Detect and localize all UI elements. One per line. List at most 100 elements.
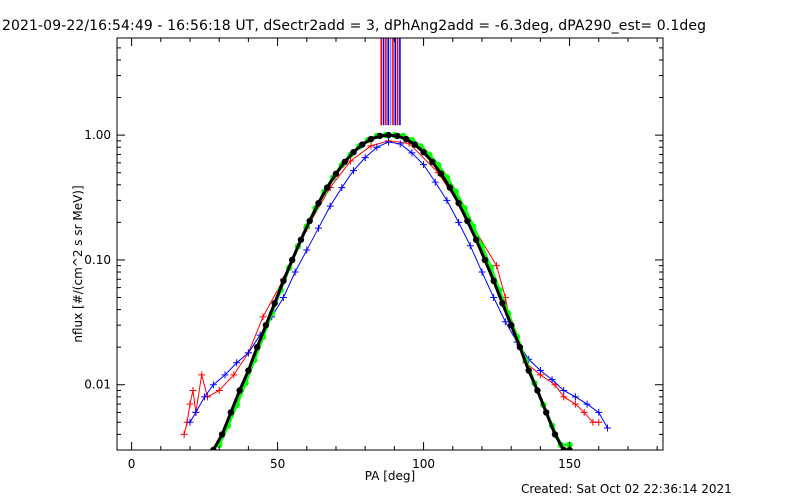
axes-layer: 0 50 100 150 0.01 0.10 1.00 xyxy=(84,37,663,471)
series-point xyxy=(314,224,322,232)
series-point xyxy=(595,418,603,426)
series-point xyxy=(560,393,568,401)
series-point xyxy=(595,408,603,416)
x-tick-label: 150 xyxy=(558,457,581,471)
series-point xyxy=(551,431,559,438)
y-tick-label: 0.01 xyxy=(84,378,111,392)
series-point xyxy=(385,138,393,146)
series-point xyxy=(288,256,296,264)
series-point xyxy=(279,294,287,302)
series-point xyxy=(201,393,209,401)
chart-title: 2021-09-22/16:54:49 - 16:56:18 UT, dSect… xyxy=(2,18,707,34)
series-point xyxy=(373,143,381,151)
series-point xyxy=(385,131,392,139)
series-point xyxy=(472,236,480,243)
series-point xyxy=(262,321,270,329)
series-point xyxy=(490,277,497,285)
created-timestamp: Created: Sat Oct 02 22:36:14 2021 xyxy=(521,482,732,496)
series-point xyxy=(259,313,267,321)
series-point xyxy=(253,343,261,351)
series-point xyxy=(396,140,404,148)
series-point xyxy=(326,202,334,210)
series-point xyxy=(437,170,445,177)
series-point xyxy=(420,148,427,156)
series-point xyxy=(580,408,588,416)
series-point xyxy=(443,196,451,204)
series-point xyxy=(431,178,439,186)
series-point xyxy=(291,268,299,276)
series-point xyxy=(350,148,357,156)
series-point xyxy=(280,277,287,285)
series-point xyxy=(589,418,597,426)
series-point xyxy=(230,371,238,379)
series-point xyxy=(411,141,419,148)
series-point xyxy=(221,371,229,379)
series-point xyxy=(315,199,322,207)
series-point xyxy=(236,387,243,394)
series-point xyxy=(192,408,200,416)
series-point xyxy=(271,300,278,307)
series-point xyxy=(186,400,194,408)
series-point xyxy=(516,343,524,351)
series-point xyxy=(186,418,194,426)
series-point xyxy=(464,217,471,225)
series-point xyxy=(604,424,612,432)
series-point xyxy=(536,367,544,375)
series-point xyxy=(215,386,223,394)
series-point xyxy=(209,381,217,389)
series-line-2 xyxy=(217,133,570,447)
series-point xyxy=(455,218,463,226)
x-axis-label: PA [deg] xyxy=(365,469,415,483)
series-point xyxy=(350,167,358,175)
series-point xyxy=(560,446,567,450)
series-point xyxy=(244,349,252,357)
series-point xyxy=(420,161,428,169)
series-point xyxy=(198,371,206,379)
series-point xyxy=(525,367,532,374)
series-point xyxy=(534,387,541,394)
series-point xyxy=(297,236,305,243)
series-point xyxy=(543,409,550,416)
series-point xyxy=(367,142,375,150)
series-point xyxy=(180,430,188,438)
x-tick-label: 0 xyxy=(128,457,136,471)
series-point xyxy=(376,132,383,140)
series-line-3 xyxy=(212,133,570,450)
series-point xyxy=(218,431,226,438)
x-tick-label: 50 xyxy=(270,457,285,471)
series-point xyxy=(571,400,579,408)
series-point xyxy=(394,132,401,140)
series-point xyxy=(210,446,217,450)
y-axis-label: nflux [#/(cm^2 s sr MeV)] xyxy=(71,185,85,342)
series-point xyxy=(560,386,568,394)
series-point xyxy=(501,318,509,326)
series-point xyxy=(338,184,346,192)
y-tick-label: 0.10 xyxy=(84,253,111,267)
series-line-1 xyxy=(189,141,608,429)
series-point xyxy=(507,321,515,329)
series-point xyxy=(446,184,454,191)
series-point xyxy=(359,141,366,148)
series-point xyxy=(490,294,498,302)
plot-frame xyxy=(116,37,664,451)
series-point xyxy=(571,393,579,401)
series-point xyxy=(408,149,416,157)
series-point xyxy=(583,400,591,408)
series-point xyxy=(466,242,474,250)
series-point xyxy=(402,135,410,143)
series-point xyxy=(548,376,556,384)
series-point xyxy=(478,268,486,276)
series-point xyxy=(347,157,355,165)
series-point xyxy=(227,409,235,416)
series-point xyxy=(499,300,506,307)
y-tick-label: 1.00 xyxy=(84,128,111,142)
series-point xyxy=(303,246,311,254)
series-point xyxy=(189,386,197,394)
series-point xyxy=(493,262,501,270)
series-point xyxy=(367,135,375,143)
series-point xyxy=(429,158,436,166)
series-point xyxy=(481,256,489,264)
series-point xyxy=(306,217,313,225)
series-point xyxy=(341,158,348,166)
